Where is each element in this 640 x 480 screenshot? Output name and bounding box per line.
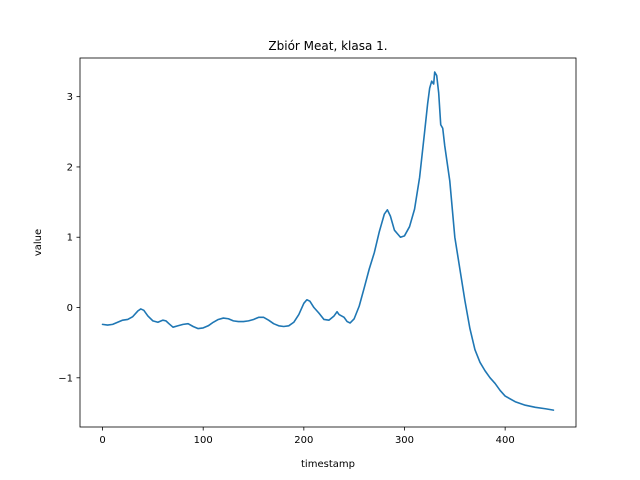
x-tick-label: 100 bbox=[194, 435, 213, 446]
x-tick-label: 300 bbox=[395, 435, 414, 446]
x-tick-label: 0 bbox=[99, 435, 105, 446]
x-tick-label: 400 bbox=[496, 435, 515, 446]
y-tick-label: 2 bbox=[67, 162, 73, 173]
y-tick-label: 1 bbox=[67, 233, 73, 244]
x-tick-label: 200 bbox=[294, 435, 313, 446]
y-tick-label: −1 bbox=[58, 373, 73, 384]
y-axis: −1 0 1 2 3 bbox=[58, 92, 80, 384]
x-axis-label: timestamp bbox=[301, 459, 355, 470]
x-axis: 0 100 200 300 400 bbox=[99, 427, 515, 446]
chart-title: Zbiór Meat, klasa 1. bbox=[268, 39, 387, 53]
y-tick-label: 0 bbox=[67, 303, 73, 314]
plot-area bbox=[101, 71, 555, 411]
y-tick-label: 3 bbox=[67, 92, 73, 103]
series-line bbox=[101, 71, 555, 411]
axes-frame bbox=[79, 57, 577, 428]
y-axis-label: value bbox=[33, 229, 44, 256]
